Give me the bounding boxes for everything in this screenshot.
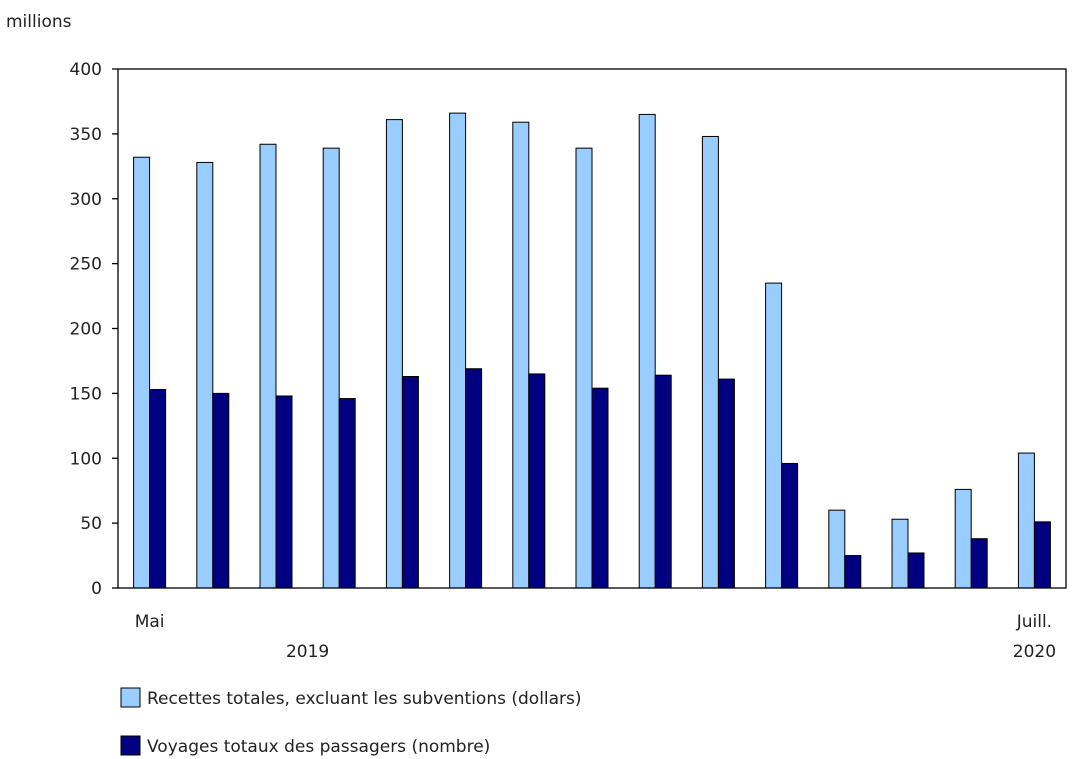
bar-voyages-15 [1033,521,1051,589]
legend-swatch [120,735,141,756]
bar-recettes-13 [891,518,909,589]
bar-voyages-4 [338,398,356,589]
y-unit-label: millions [6,12,72,32]
legend-label: Voyages totaux des passagers (nombre) [147,737,490,757]
y-tick-label: 100 [70,449,102,469]
y-tick-label: 250 [70,255,102,275]
x-year-label: 2019 [286,642,329,662]
bar-recettes-2 [196,161,214,589]
bar-voyages-1 [149,388,167,589]
bar-recettes-14 [954,488,972,589]
y-tick-label: 50 [80,514,102,534]
bar-voyages-11 [781,462,799,589]
y-tick-label: 400 [70,60,102,80]
y-tick-label: 150 [70,384,102,404]
bar-voyages-2 [212,392,230,589]
bar-recettes-10 [701,135,719,589]
bars [133,112,1051,589]
bar-recettes-7 [512,121,530,589]
y-tick-label: 200 [70,320,102,340]
bar-recettes-6 [449,112,467,589]
bar-recettes-3 [259,143,277,589]
bar-recettes-8 [575,147,593,589]
bar-voyages-14 [970,538,988,589]
y-tick-label: 350 [70,125,102,145]
x-year-label: 2020 [1013,642,1056,662]
y-tick-label: 0 [91,579,102,599]
bar-voyages-8 [591,387,609,589]
bar-recettes-5 [385,119,403,589]
bar-voyages-13 [907,552,925,589]
bar-recettes-4 [322,147,340,589]
bar-recettes-9 [638,113,656,589]
bar-voyages-7 [528,373,546,589]
bar-voyages-3 [275,395,293,589]
bar-recettes-1 [133,156,151,589]
legend-swatch [120,687,141,708]
bar-voyages-9 [654,374,672,589]
legend: Recettes totales, excluant les subventio… [120,687,582,757]
bar-recettes-15 [1017,452,1035,589]
plot-frame [117,68,1067,589]
bar-voyages-12 [844,555,862,589]
bar-recettes-11 [765,282,783,589]
bar-voyages-10 [717,378,735,589]
x-tick-label: Mai [135,612,165,632]
bar-voyages-5 [401,376,419,589]
x-tick-label: Juill. [1016,612,1052,632]
x-axis: Mai 2019 Juill. 2020 [135,612,1056,662]
y-axis: 0 50 100 150 200 250 300 350 400 [70,60,118,599]
bar-recettes-12 [828,509,846,589]
legend-label: Recettes totales, excluant les subventio… [147,689,582,709]
bar-voyages-6 [465,368,483,589]
y-tick-label: 300 [70,190,102,210]
